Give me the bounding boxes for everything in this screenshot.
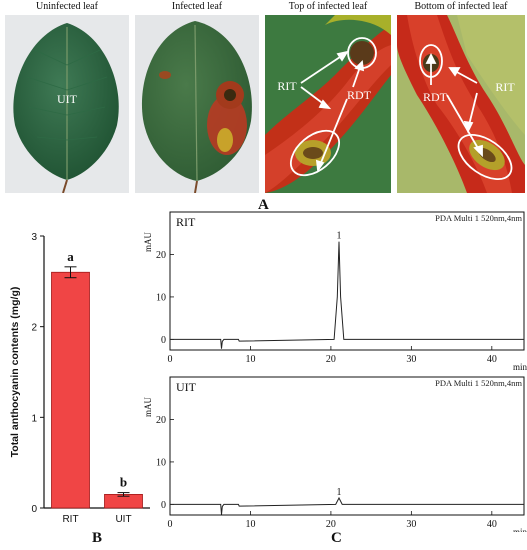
x-tick-label: 0 bbox=[168, 354, 173, 365]
caption-top-infected-leaf: Top of infected leaf bbox=[288, 1, 368, 12]
plot-frame bbox=[169, 376, 525, 516]
panel-letter-b: B bbox=[92, 530, 103, 546]
bar-rit bbox=[51, 271, 90, 509]
significance-letter: b bbox=[120, 475, 127, 490]
photo-bottom-infected-leaf: RDT RIT bbox=[397, 15, 525, 193]
chromatogram-uit: UIT PDA Multi 1 520nm,4nm mAU 0 10 20 0 10 20 30 4… bbox=[143, 376, 527, 532]
y-tick-label: 10 bbox=[156, 292, 166, 303]
caption-infected-leaf: Infected leaf bbox=[171, 1, 223, 12]
label-rdt: RDT bbox=[347, 88, 372, 102]
sample-label: UIT bbox=[176, 380, 197, 394]
plot-frame bbox=[169, 211, 525, 351]
x-tick-label: 30 bbox=[406, 519, 416, 530]
x-tick-label: 40 bbox=[487, 354, 497, 365]
y-tick-label: 0 bbox=[161, 500, 166, 511]
y-tick-label: 0 bbox=[31, 504, 37, 515]
sample-label: RIT bbox=[176, 215, 196, 229]
panel-letter-c: C bbox=[331, 530, 342, 546]
label-rit: RIT bbox=[277, 79, 297, 93]
detector-label: PDA Multi 1 520nm,4nm bbox=[435, 213, 522, 223]
chromatogram-rit: RIT PDA Multi 1 520nm,4nm mAU 0 10 20 0 10 20 30 4… bbox=[143, 211, 527, 372]
chromatogram-trace bbox=[170, 241, 524, 349]
caption-bottom-infected-leaf: Bottom of infected leaf bbox=[414, 1, 508, 12]
x-tick-label: 20 bbox=[326, 519, 336, 530]
photo-top-infected-leaf: RIT RDT bbox=[265, 15, 391, 193]
y-tick-label: 1 bbox=[31, 413, 37, 424]
panel-letter-a: A bbox=[258, 197, 269, 213]
y-axis-label: mAU bbox=[143, 232, 153, 253]
x-tick-label-uit: UIT bbox=[115, 514, 131, 525]
y-tick-label: 3 bbox=[31, 232, 37, 243]
x-tick-label-rit: RIT bbox=[62, 514, 78, 525]
peak-label: 1 bbox=[336, 487, 341, 498]
chromatogram-trace bbox=[170, 496, 524, 515]
photo-uninfected-leaf: UIT bbox=[5, 15, 129, 193]
peak-label: 1 bbox=[336, 231, 341, 242]
x-tick-label: 30 bbox=[406, 354, 416, 365]
x-tick-label: 0 bbox=[168, 519, 173, 530]
x-axis-label: min bbox=[513, 362, 527, 372]
label-rdt-bottom: RDT bbox=[423, 90, 448, 104]
label-uit: UIT bbox=[57, 92, 78, 106]
detector-label: PDA Multi 1 520nm,4nm bbox=[435, 378, 522, 388]
y-tick-label: 2 bbox=[31, 323, 37, 334]
photo-infected-leaf bbox=[135, 15, 259, 193]
anthocyanin-bar-chart: Total anthocyanin contents (mg/g) 0 1 2 3 a… bbox=[9, 232, 150, 525]
caption-uninfected-leaf: Uninfected leaf bbox=[36, 1, 98, 12]
x-tick-label: 10 bbox=[245, 354, 255, 365]
y-tick-label: 20 bbox=[156, 250, 166, 261]
x-axis-label: min bbox=[513, 527, 527, 532]
y-tick-label: 0 bbox=[161, 335, 166, 346]
significance-letter: a bbox=[67, 249, 74, 264]
y-axis-label: mAU bbox=[143, 397, 153, 418]
x-tick-label: 40 bbox=[487, 519, 497, 530]
label-rit-bottom: RIT bbox=[495, 80, 515, 94]
y-tick-label: 10 bbox=[156, 457, 166, 468]
x-tick-label: 20 bbox=[326, 354, 336, 365]
x-tick-label: 10 bbox=[245, 519, 255, 530]
y-axis-label: Total anthocyanin contents (mg/g) bbox=[9, 287, 21, 458]
y-tick-label: 20 bbox=[156, 415, 166, 426]
